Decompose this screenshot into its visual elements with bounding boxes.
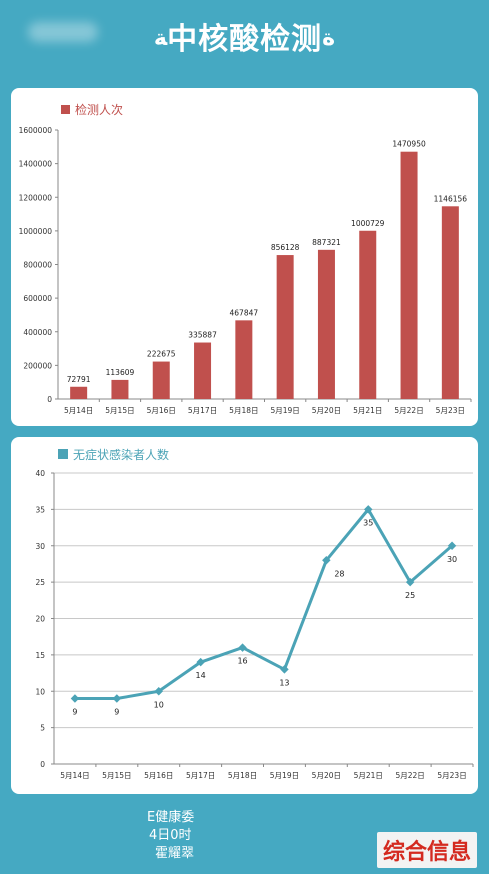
x-tick-label: 5月21日 (353, 406, 382, 415)
legend-swatch (58, 449, 68, 459)
footer-line-1: E健康委 (147, 810, 195, 825)
line-chart: 无症状感染者人数 0 5 10 15 20 25 30 35 40 9 5月14日 9 5月15日 10 5月… (35, 447, 474, 780)
legend-swatch (61, 105, 70, 114)
title-mark-left: ﺔ (153, 26, 168, 51)
y-tick-label: 25 (35, 578, 45, 587)
bar (111, 379, 129, 399)
data-label: 30 (447, 555, 457, 564)
x-tick-label: 5月23日 (436, 406, 465, 415)
data-label: 467847 (230, 308, 259, 317)
line-chart-panel: 无症状感染者人数 0 5 10 15 20 25 30 35 40 9 5月14日 9 5月15日 10 5月… (11, 437, 478, 794)
data-label: 856128 (271, 243, 300, 252)
data-label: 887321 (312, 238, 341, 247)
y-tick-label: 1200000 (19, 193, 53, 202)
x-tick-label: 5月19日 (270, 406, 299, 415)
y-tick-label: 30 (35, 542, 45, 551)
y-tick-label: 10 (35, 687, 45, 696)
data-point (364, 505, 373, 514)
bar (276, 255, 294, 399)
y-tick-label: 1000000 (19, 227, 53, 236)
legend-label: 检测人次 (75, 102, 123, 117)
y-tick-label: 400000 (23, 328, 52, 337)
x-tick-label: 5月19日 (270, 771, 299, 780)
x-tick-label: 5月17日 (186, 771, 215, 780)
y-tick-label: 20 (35, 615, 45, 624)
data-label: 9 (114, 708, 119, 717)
bar (194, 342, 212, 399)
data-point (405, 577, 415, 587)
data-label: 113609 (106, 368, 135, 377)
y-tick-label: 800000 (23, 261, 52, 270)
y-tick-label: 0 (47, 395, 52, 404)
x-tick-label: 5月15日 (102, 771, 131, 780)
legend-label: 无症状感染者人数 (73, 447, 169, 462)
title-text: 中核酸检测 (167, 22, 323, 57)
data-point (280, 665, 289, 674)
bar (317, 249, 335, 399)
x-tick-label: 5月18日 (228, 771, 257, 780)
x-tick-label: 5月22日 (394, 406, 423, 415)
data-point (238, 643, 247, 652)
data-point (112, 694, 122, 703)
title-mark-right: ﺓ (322, 26, 336, 51)
data-label: 335887 (188, 331, 217, 340)
footer-line-3: 霍耀翠 (155, 846, 195, 861)
y-tick-label: 1600000 (19, 126, 53, 135)
data-label: 13 (279, 678, 289, 687)
data-point (196, 657, 205, 667)
x-tick-label: 5月15日 (105, 406, 134, 415)
x-tick-label: 5月21日 (354, 771, 383, 780)
footer-line-2: 4日0时 (149, 828, 192, 843)
data-label: 72791 (67, 375, 91, 384)
data-label: 1000729 (351, 219, 385, 228)
data-label: 14 (196, 671, 206, 680)
y-tick-label: 35 (35, 505, 45, 514)
data-label: 1470950 (392, 140, 426, 149)
data-label: 9 (72, 708, 77, 717)
bar-chart: 检测人次 0 200000 400000 600000 800000 1000000 1200… (19, 102, 472, 415)
page-title: ﺔ中核酸检测ﺓ (0, 14, 489, 58)
y-tick-label: 1400000 (19, 160, 53, 169)
y-tick-label: 200000 (23, 361, 52, 370)
x-tick-label: 5月23日 (437, 771, 466, 780)
y-tick-label: 15 (35, 651, 45, 660)
data-point (70, 694, 80, 703)
source-logo: 综合信息 (376, 832, 477, 868)
y-tick-label: 40 (35, 469, 45, 478)
bar (359, 230, 377, 399)
x-tick-label: 5月18日 (229, 406, 258, 415)
data-label: 16 (237, 657, 247, 666)
bar (400, 151, 418, 399)
y-tick-label: 600000 (23, 294, 52, 303)
data-label: 10 (154, 700, 164, 709)
data-point (322, 556, 331, 565)
blurred-logo (28, 22, 98, 42)
bar-chart-panel: 检测人次 0 200000 400000 600000 800000 1000000 1200… (11, 88, 478, 426)
x-tick-label: 5月14日 (60, 771, 89, 780)
series-line (74, 507, 454, 701)
data-label: 222675 (147, 350, 176, 359)
bar (152, 361, 170, 399)
data-label: 25 (405, 591, 415, 600)
data-label: 35 (363, 518, 373, 527)
x-tick-label: 5月17日 (188, 406, 217, 415)
bar (441, 206, 459, 399)
y-tick-label: 0 (40, 760, 45, 769)
data-label: 28 (334, 569, 344, 578)
x-tick-label: 5月22日 (395, 771, 424, 780)
x-tick-label: 5月16日 (147, 406, 176, 415)
x-tick-label: 5月16日 (144, 771, 173, 780)
x-tick-label: 5月20日 (312, 771, 341, 780)
x-tick-label: 5月14日 (64, 406, 93, 415)
y-tick-label: 5 (40, 724, 45, 733)
data-label: 1146156 (434, 194, 468, 203)
x-tick-label: 5月20日 (312, 406, 341, 415)
bar (70, 386, 88, 399)
bar (235, 320, 253, 399)
data-point (447, 541, 457, 550)
